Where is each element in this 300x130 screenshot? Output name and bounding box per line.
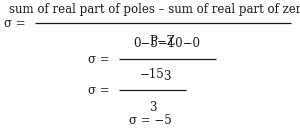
Text: 3: 3 <box>164 70 171 83</box>
Text: σ =: σ = <box>88 53 110 66</box>
Text: σ = −5: σ = −5 <box>129 114 171 127</box>
Text: sum of real part of poles – sum of real part of zeros: sum of real part of poles – sum of real … <box>9 3 300 16</box>
Text: 0−5−10−0: 0−5−10−0 <box>134 37 201 50</box>
Text: σ =: σ = <box>88 84 110 97</box>
Text: σ =: σ = <box>4 17 26 30</box>
Text: 3: 3 <box>149 101 156 114</box>
Text: P−Z: P−Z <box>149 35 175 48</box>
Text: −15: −15 <box>140 68 165 81</box>
